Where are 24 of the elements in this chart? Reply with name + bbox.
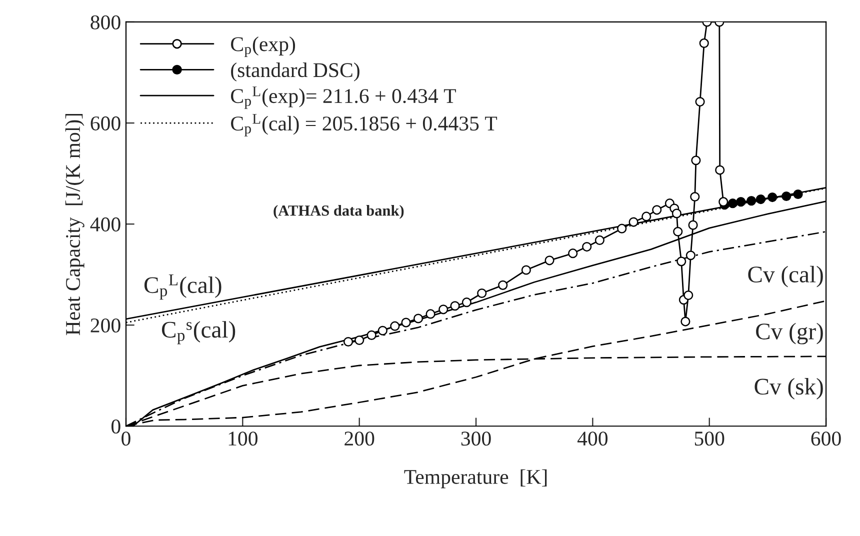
annotation: C$_{p}$$^{L}$(cal) [144, 274, 222, 300]
y-tick-label: 0 [112, 419, 120, 434]
x-tick-label: 500 [694, 432, 724, 446]
x-axis-title: Temperature [K] [404, 469, 547, 488]
legend-label: C$_{p}$$^{L}$(exp)= 211.6 + 0.434 T [231, 86, 456, 109]
y-axis-title: Heat Capacity [J/(K mol)] [65, 114, 84, 336]
x-tick-label: 400 [577, 432, 608, 446]
x-tick-label: 200 [344, 432, 374, 446]
annotation: C$_{p}$$^{s}$(cal) [162, 321, 236, 344]
x-tick-label: 600 [811, 432, 841, 446]
x-tick-label: 300 [461, 432, 491, 446]
annotation: Cv (sk) [754, 378, 823, 400]
annotation: Cv (gr) [756, 322, 823, 344]
annotation: Cv (cal) [748, 266, 823, 288]
y-tick-label: 800 [90, 15, 120, 30]
x-tick-label: 0 [122, 432, 130, 446]
legend-label: C$_{p}$(exp) [231, 36, 296, 57]
y-tick-label: 600 [90, 116, 120, 130]
legend-label: (standard DSC) [231, 62, 360, 82]
y-tick-label: 400 [90, 217, 120, 232]
x-tick-label: 100 [228, 432, 258, 446]
y-tick-label: 200 [90, 318, 120, 333]
legend-label: C$_{p}$$^{L}$(cal) = 205.1856 + 0.4435 T [231, 114, 498, 136]
annotation: (ATHAS data bank) [274, 204, 404, 219]
